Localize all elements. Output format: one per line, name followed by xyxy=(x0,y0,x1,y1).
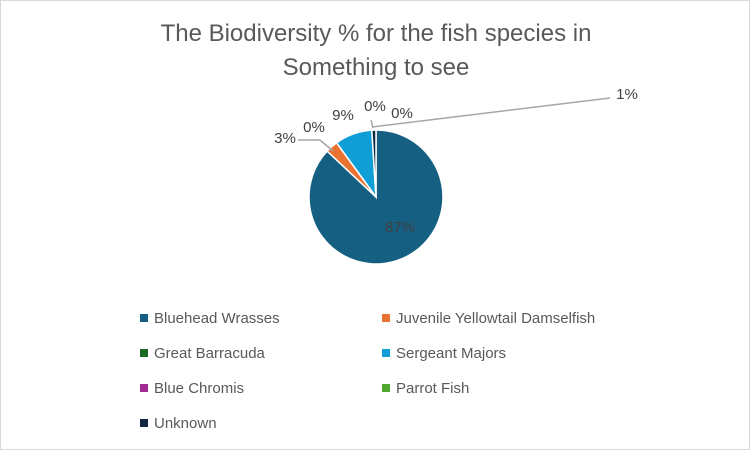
legend-item-unknown: Unknown xyxy=(140,415,217,432)
legend-item-juvenile-yellowtail-damselfish: Juvenile Yellowtail Damselfish xyxy=(382,310,595,327)
data-label-great-barracuda: 0% xyxy=(303,119,325,136)
legend-label: Juvenile Yellowtail Damselfish xyxy=(396,310,596,327)
legend-item-sergeant-majors: Sergeant Majors xyxy=(382,345,506,362)
legend-swatch xyxy=(140,314,148,322)
data-label-parrot-fish: 0% xyxy=(391,105,413,122)
legend-swatch xyxy=(382,384,390,392)
legend-label: Bluehead Wrasses xyxy=(154,310,280,327)
legend-swatch xyxy=(140,384,148,392)
legend-label: Parrot Fish xyxy=(396,380,470,397)
legend-label: Unknown xyxy=(154,415,217,432)
legend-label: Blue Chromis xyxy=(154,380,245,397)
legend-item-parrot-fish: Parrot Fish xyxy=(382,380,469,397)
data-label-juvenile-yellowtail-damselfish: 3% xyxy=(274,130,296,147)
legend-swatch xyxy=(382,314,390,322)
data-label-bluehead-wrasses: 87% xyxy=(385,219,415,236)
legend-label: Sergeant Majors xyxy=(396,345,507,362)
legend-item-great-barracuda: Great Barracuda xyxy=(140,345,265,362)
data-label-unknown: 1% xyxy=(616,86,638,103)
data-label-sergeant-majors: 9% xyxy=(332,107,354,124)
leader-line-unknown xyxy=(371,97,611,128)
legend-swatch xyxy=(140,419,148,427)
pie-slice-unknown xyxy=(370,129,377,198)
data-label-blue-chromis: 0% xyxy=(364,98,386,115)
chart-title: The Biodiversity % for the fish species … xyxy=(101,17,651,85)
chart-title-line-2: Something to see xyxy=(282,54,470,81)
legend-item-blue-chromis: Blue Chromis xyxy=(140,380,244,397)
leader-line-juvenile-yellowtail-damselfish xyxy=(298,139,334,152)
legend-swatch xyxy=(140,349,148,357)
legend-swatch xyxy=(382,349,390,357)
chart-title-line-1: The Biodiversity % for the fish species … xyxy=(160,20,592,47)
legend-label: Great Barracuda xyxy=(154,345,265,362)
legend-item-bluehead-wrasses: Bluehead Wrasses xyxy=(140,310,280,327)
